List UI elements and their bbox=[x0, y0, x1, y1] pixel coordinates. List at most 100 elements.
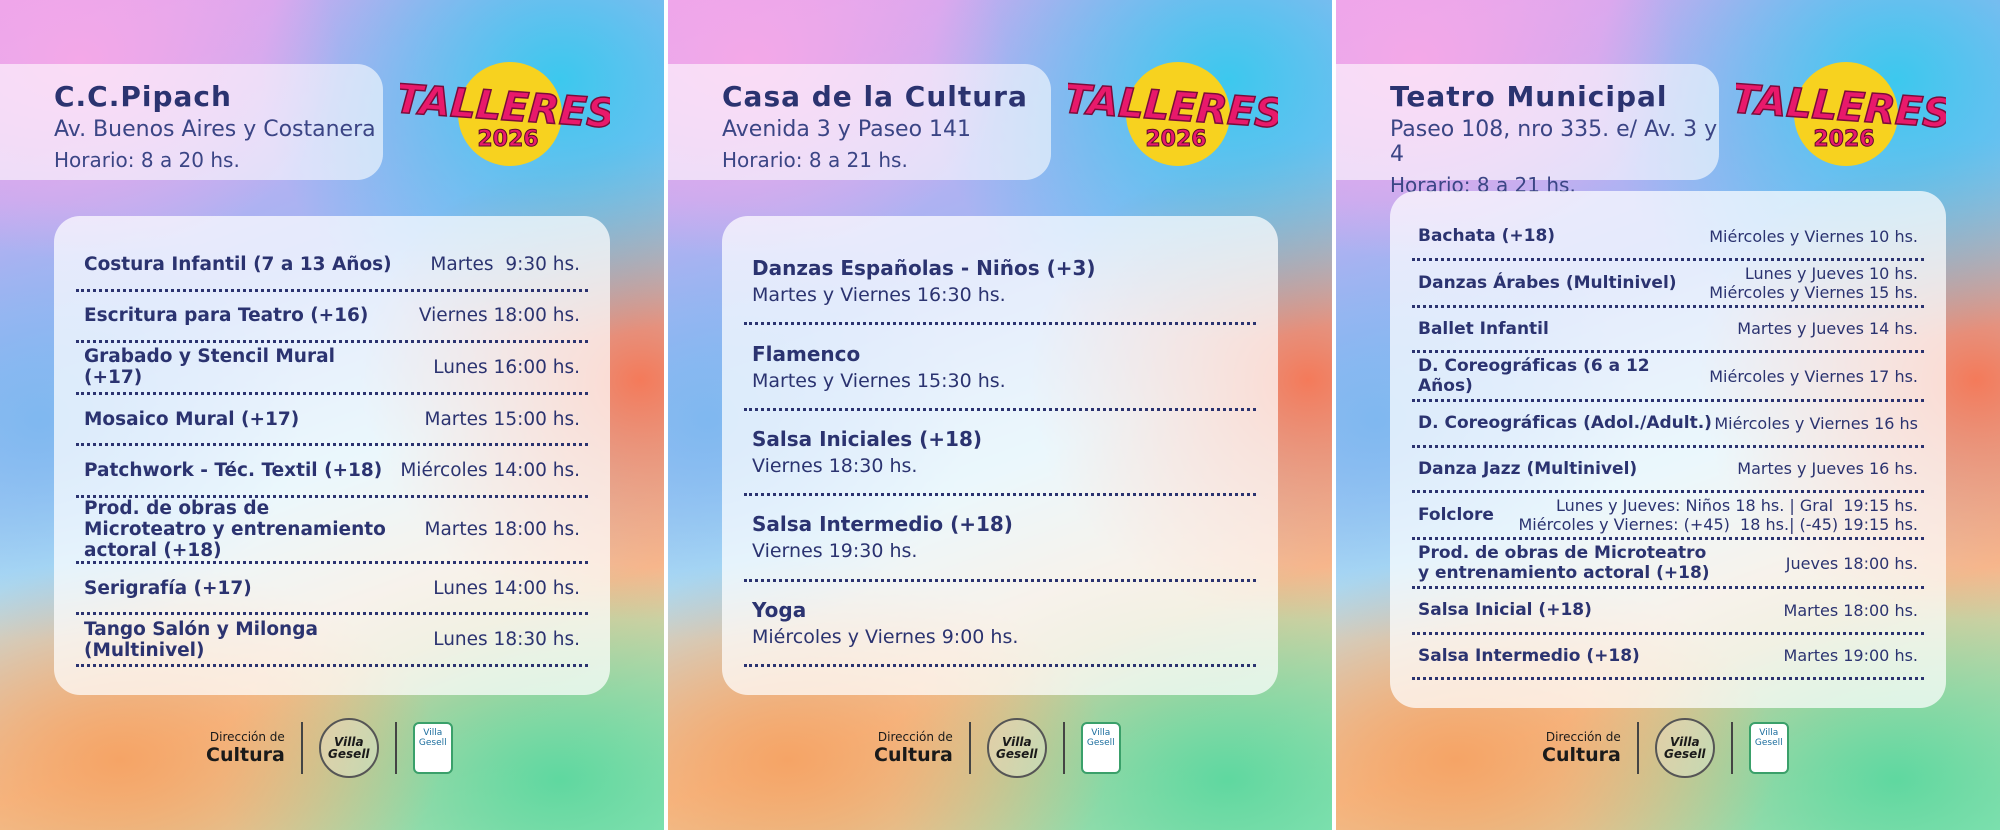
workshop-name: Danzas Españolas - Niños (+3) bbox=[752, 256, 1096, 281]
workshop-name: Salsa Intermedio (+18) bbox=[752, 512, 1013, 537]
round-logo: Villa Gesell bbox=[318, 718, 379, 778]
workshop-row: Salsa Intermedio (+18) Martes 19:00 hs. bbox=[1412, 635, 1924, 680]
badge-splash bbox=[1794, 62, 1898, 166]
workshop-schedule: Lunes y Jueves: Niños 18 hs. | Gral 19:1… bbox=[1518, 496, 1918, 534]
shield-logo: Villa Gesell bbox=[1080, 722, 1121, 774]
divider bbox=[300, 722, 303, 774]
workshop-row: Costura Infantil (7 a 13 Años) Martes 9:3… bbox=[76, 240, 588, 292]
workshop-schedule: Martes y Viernes 15:30 hs. bbox=[752, 370, 1006, 392]
workshop-row: Danzas Españolas - Niños (+3) Martes y Vi… bbox=[744, 240, 1256, 326]
workshop-row: Prod. de obras de Microteatro y entrenam… bbox=[76, 498, 588, 564]
dept-bottom: Cultura bbox=[874, 744, 953, 766]
workshop-name: Flamenco bbox=[752, 341, 861, 366]
schedule-line: Miércoles y Viernes 10 hs. bbox=[1709, 226, 1918, 246]
shield-top: Villa bbox=[1759, 728, 1779, 738]
venue-address: Av. Buenos Aires y Costanera bbox=[54, 117, 376, 142]
panel: Teatro Municipal Paseo 108, nro 335. e/ A… bbox=[1336, 0, 2000, 830]
badge-splash bbox=[458, 62, 562, 166]
workshop-schedule: Lunes 14:00 hs. bbox=[433, 578, 580, 599]
shield-top: Villa bbox=[423, 728, 443, 738]
workshop-schedule: Martes 18:00 hs. bbox=[1784, 601, 1918, 620]
shield-bottom: Gesell bbox=[418, 738, 447, 748]
workshop-schedule: Viernes 18:30 hs. bbox=[752, 455, 917, 477]
panel: C.C.Pipach Av. Buenos Aires y Costanera Ho… bbox=[0, 0, 664, 830]
workshop-card: Danzas Españolas - Niños (+3) Martes y Vi… bbox=[722, 216, 1278, 695]
divider bbox=[968, 722, 971, 774]
workshop-name: Danza Jazz (Multinivel) bbox=[1418, 458, 1638, 479]
workshop-schedule: Miércoles y Viernes 10 hs. bbox=[1709, 227, 1918, 246]
workshop-schedule: Viernes 19:30 hs. bbox=[752, 540, 917, 562]
workshop-row: Yoga Miércoles y Viernes 9:00 hs. bbox=[744, 582, 1256, 668]
workshop-row: Salsa Intermedio (+18) Viernes 19:30 hs. bbox=[744, 496, 1256, 582]
workshop-name: Escritura para Teatro (+16) bbox=[84, 305, 369, 327]
shield-top: Villa bbox=[1091, 728, 1111, 738]
venue-address: Paseo 108, nro 335. e/ Av. 3 y 4 bbox=[1390, 117, 1718, 167]
divider bbox=[394, 722, 397, 774]
divider bbox=[1636, 722, 1639, 774]
workshop-name: Salsa Inicial (+18) bbox=[1418, 600, 1592, 621]
workshop-row: Mosaico Mural (+17) Martes 15:00 hs. bbox=[76, 395, 588, 447]
workshop-card: Bachata (+18) Miércoles y Viernes 10 hs. D… bbox=[1390, 191, 1946, 708]
footer-logos: Dirección de Cultura Villa Gesell Villa Gese… bbox=[1542, 718, 1789, 778]
venue-hours: Horario: 8 a 21 hs. bbox=[722, 148, 908, 172]
workshop-schedule: Lunes 16:00 hs. bbox=[433, 357, 580, 378]
workshop-row: Danza Jazz (Multinivel) Martes y Jueves 1… bbox=[1412, 448, 1924, 493]
dept-logo: Dirección de Cultura bbox=[874, 730, 953, 766]
workshop-name: Folclore bbox=[1418, 505, 1494, 525]
workshop-schedule: Martes 15:00 hs. bbox=[425, 409, 581, 430]
badge-year: 2026 bbox=[477, 127, 538, 152]
schedule-line: Lunes y Jueves: Niños 18 hs. | Gral 19:1… bbox=[1555, 496, 1918, 515]
workshop-name: Bachata (+18) bbox=[1418, 226, 1556, 247]
workshop-name: Prod. de obras de Microteatro y entrenam… bbox=[84, 497, 386, 561]
workshop-name: Patchwork - Téc. Textil (+18) bbox=[84, 460, 383, 482]
workshop-schedule: Martes 9:30 hs. bbox=[430, 254, 580, 275]
schedule-line: Miércoles y Viernes 15 hs. bbox=[1709, 282, 1918, 302]
footer-logos: Dirección de Cultura Villa Gesell Villa Gese… bbox=[874, 718, 1121, 778]
panel: Casa de la Cultura Avenida 3 y Paseo 141 H… bbox=[668, 0, 1332, 830]
schedule-line: Martes y Jueves 14 hs. bbox=[1737, 319, 1918, 339]
workshop-row: Escritura para Teatro (+16) Viernes 18:00… bbox=[76, 292, 588, 344]
workshop-row: Salsa Inicial (+18) Martes 18:00 hs. bbox=[1412, 589, 1924, 635]
schedule-line: Martes 18:00 hs. bbox=[424, 518, 581, 540]
workshop-card: Costura Infantil (7 a 13 Años) Martes 9:3… bbox=[54, 216, 610, 695]
workshop-name: Grabado y Stencil Mural (+17) bbox=[84, 346, 335, 389]
workshop-name: Ballet Infantil bbox=[1418, 318, 1549, 339]
workshop-schedule: Miércoles y Viernes 9:00 hs. bbox=[752, 626, 1018, 648]
venue-title: Casa de la Cultura bbox=[722, 80, 1028, 113]
workshop-name: Yoga bbox=[752, 597, 807, 622]
schedule-line: Martes 15:00 hs. bbox=[424, 408, 581, 430]
dept-bottom: Cultura bbox=[1542, 744, 1621, 766]
workshop-schedule: Martes 18:00 hs. bbox=[425, 519, 581, 540]
workshop-name: D. Coreográficas (Adol./Adult.) bbox=[1418, 413, 1712, 434]
workshop-name: Salsa Intermedio (+18) bbox=[1418, 645, 1640, 666]
workshop-schedule: Jueves 18:00 hs. bbox=[1786, 554, 1918, 573]
dept-top: Dirección de bbox=[209, 730, 285, 744]
schedule-line: Martes 18:00 hs. bbox=[1783, 600, 1918, 620]
workshop-row: Danzas Árabes (Multinivel) Lunes y Jueves… bbox=[1412, 261, 1924, 308]
schedule-line: Viernes 18:00 hs. bbox=[418, 305, 580, 327]
workshop-row: Grabado y Stencil Mural (+17) Lunes 16:00… bbox=[76, 343, 588, 395]
round-logo: Villa Gesell bbox=[986, 718, 1047, 778]
schedule-line: Martes 19:00 hs. bbox=[1783, 646, 1918, 666]
workshop-schedule: Viernes 18:00 hs. bbox=[419, 305, 580, 326]
badge-splash bbox=[1126, 62, 1230, 166]
dept-top: Dirección de bbox=[1545, 730, 1621, 744]
venue-header: C.C.Pipach Av. Buenos Aires y Costanera Ho… bbox=[0, 64, 383, 180]
badge-year: 2026 bbox=[1813, 127, 1874, 152]
venue-header: Teatro Municipal Paseo 108, nro 335. e/ A… bbox=[1336, 64, 1719, 197]
venue-hours: Horario: 8 a 20 hs. bbox=[54, 148, 240, 172]
workshop-schedule: Martes 19:00 hs. bbox=[1784, 646, 1918, 665]
workshop-name: Prod. de obras de Microteatro y entrenam… bbox=[1418, 543, 1710, 583]
workshop-name: Danzas Árabes (Multinivel) bbox=[1418, 272, 1677, 293]
venue-header: Casa de la Cultura Avenida 3 y Paseo 141 H… bbox=[668, 64, 1051, 180]
workshop-name: Tango Salón y Milonga (Multinivel) bbox=[84, 618, 318, 661]
workshop-row: Bachata (+18) Miércoles y Viernes 10 hs. bbox=[1412, 215, 1924, 261]
footer-logos: Dirección de Cultura Villa Gesell Villa Gese… bbox=[206, 718, 453, 778]
schedule-line: Miércoles y Viernes: (+45) 18 hs.| (-45)… bbox=[1518, 515, 1918, 534]
workshop-schedule: Lunes 18:30 hs. bbox=[433, 629, 580, 650]
workshop-schedule: Miércoles y Viernes 17 hs. bbox=[1709, 367, 1918, 386]
dept-logo: Dirección de Cultura bbox=[206, 730, 285, 766]
schedule-line: Miércoles y Viernes 9:00 hs. bbox=[752, 625, 1019, 648]
